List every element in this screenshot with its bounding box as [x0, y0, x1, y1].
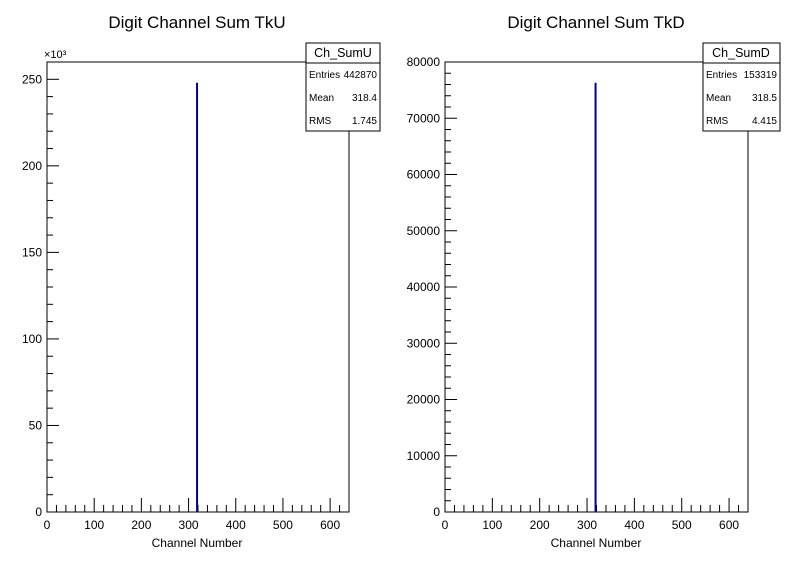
y-tick-label: 100	[22, 332, 42, 346]
stats-rms-label: RMS	[309, 116, 332, 127]
x-tick-label: 100	[482, 518, 502, 532]
x-tick-label: 0	[44, 518, 51, 532]
x-tick-label: 0	[442, 518, 449, 532]
stats-mean-value: 318.5	[752, 93, 777, 104]
stats-entries-label: Entries	[309, 70, 340, 81]
x-tick-label: 300	[577, 518, 597, 532]
x-tick-label: 200	[530, 518, 550, 532]
stats-mean-value: 318.4	[352, 93, 377, 104]
stats-box: Ch_SumU Entries 442870 Mean 318.4 RMS 1.…	[305, 42, 381, 132]
x-tick-label: 500	[273, 518, 293, 532]
stats-rms-value: 1.745	[352, 116, 377, 127]
histogram-pad-right: Digit Channel Sum TkD 0 100 200 300 400 500 60…	[407, 13, 781, 550]
stats-entries-value: 153319	[744, 70, 778, 81]
y-tick-label: 150	[22, 245, 42, 259]
y-tick-label: 10000	[407, 449, 441, 463]
histogram-pad-left: Digit Channel Sum TkU ×10³ 0 100 200 300 400…	[22, 13, 381, 550]
histogram-bars	[196, 82, 199, 513]
x-tick-label: 600	[719, 518, 739, 532]
x-axis-label: Channel Number	[152, 536, 243, 550]
x-tick-label: 400	[226, 518, 246, 532]
y-tick-label: 70000	[407, 111, 441, 125]
stats-entries-value: 442870	[344, 70, 378, 81]
x-tick-label: 400	[624, 518, 644, 532]
y-tick-label: 80000	[407, 55, 441, 69]
axis-ticks: 0 100 200 300 400 500 600 0 10000 20000 30000 40000…	[407, 55, 749, 532]
y-tick-label: 0	[433, 505, 440, 519]
stats-box: Ch_SumD Entries 153319 Mean 318.5 RMS 4.…	[702, 42, 781, 132]
stats-name: Ch_SumD	[712, 46, 770, 60]
histogram-bars	[594, 82, 597, 512]
y-tick-label: 50000	[407, 224, 441, 238]
y-exponent-label: ×10³	[44, 49, 67, 61]
stats-entries-label: Entries	[706, 70, 737, 81]
y-tick-label: 40000	[407, 280, 441, 294]
histogram-bar	[594, 82, 597, 512]
y-tick-label: 50	[29, 418, 43, 432]
x-tick-label: 100	[84, 518, 104, 532]
x-tick-label: 500	[672, 518, 692, 532]
x-axis-label: Channel Number	[551, 536, 642, 550]
stats-name: Ch_SumU	[314, 46, 372, 60]
y-tick-label: 0	[35, 505, 42, 519]
stats-rms-value: 4.415	[752, 116, 777, 127]
x-tick-label: 600	[320, 518, 340, 532]
x-tick-label: 200	[131, 518, 151, 532]
axis-ticks: 0 100 200 300 400 500 600 0 50 100 150 200 250	[22, 61, 350, 532]
chart-title: Digit Channel Sum TkD	[507, 13, 684, 32]
y-tick-label: 20000	[407, 393, 441, 407]
stats-mean-label: Mean	[309, 93, 334, 104]
histogram-bar	[196, 82, 199, 513]
stats-rms-label: RMS	[706, 116, 729, 127]
chart-title: Digit Channel Sum TkU	[108, 13, 285, 32]
x-tick-label: 300	[179, 518, 199, 532]
y-tick-label: 250	[22, 72, 42, 86]
y-tick-label: 60000	[407, 168, 441, 182]
y-tick-label: 30000	[407, 336, 441, 350]
y-tick-label: 200	[22, 159, 42, 173]
stats-mean-label: Mean	[706, 93, 731, 104]
